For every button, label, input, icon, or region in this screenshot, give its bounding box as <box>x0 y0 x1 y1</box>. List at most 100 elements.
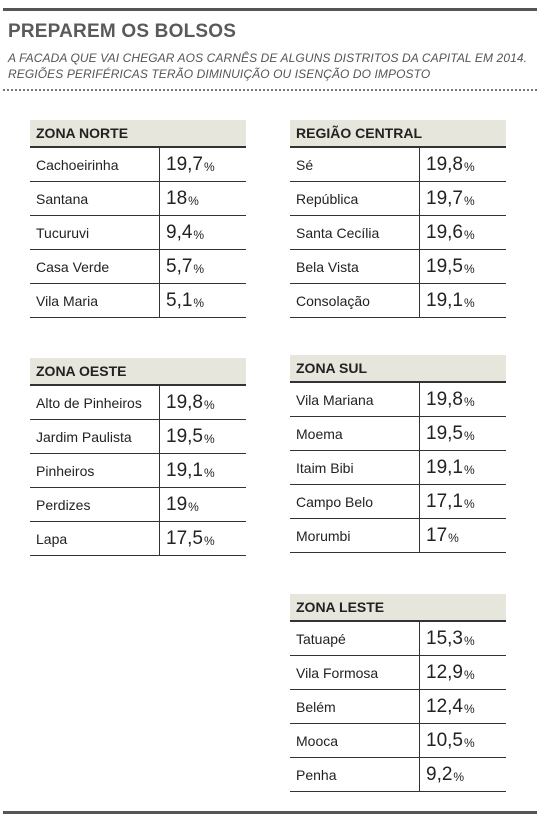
table-row: Moema 19,5% <box>290 417 506 451</box>
percent-sign: % <box>193 261 205 276</box>
percent-sign: % <box>463 295 475 310</box>
top-rule <box>3 8 537 11</box>
value-number: 19 <box>166 493 188 515</box>
percent-sign: % <box>463 633 475 648</box>
district-value: 19,1% <box>420 284 506 317</box>
percent-sign: % <box>188 499 199 514</box>
zone-table-sul: ZONA SUL Vila Mariana 19,8% Moema 19,5% It… <box>290 355 506 553</box>
district-name: Pinheiros <box>30 454 160 487</box>
district-value: 5,7% <box>160 250 246 283</box>
table-row: Alto de Pinheiros 19,8% <box>30 386 246 420</box>
table-row: Sé 19,8% <box>290 148 506 182</box>
value-number: 19,8 <box>166 391 203 413</box>
percent-sign: % <box>463 227 475 242</box>
value-number: 19,7 <box>166 153 203 175</box>
district-name: Moema <box>290 417 420 450</box>
value-number: 19,6 <box>426 221 463 243</box>
district-value: 9,2% <box>420 758 506 791</box>
zone-header-oeste: ZONA OESTE <box>30 358 246 386</box>
subtitle-line-1: A FACADA QUE VAI CHEGAR AOS CARNÊS DE AL… <box>8 51 528 65</box>
zone-table-central: REGIÃO CENTRAL Sé 19,8% República 19,7% Sa… <box>290 120 506 318</box>
page-title: PREPAREM OS BOLSOS <box>8 21 237 42</box>
percent-sign: % <box>463 193 475 208</box>
district-name: Santana <box>30 182 160 215</box>
percent-sign: % <box>203 431 215 446</box>
percent-sign: % <box>203 533 215 548</box>
zone-table-norte: ZONA NORTE Cachoeirinha 19,7% Santana 18% … <box>30 120 246 318</box>
district-value: 19,8% <box>420 148 506 181</box>
value-number: 15,3 <box>426 627 463 649</box>
district-value: 19,6% <box>420 216 506 249</box>
table-row: Consolação 19,1% <box>290 284 506 318</box>
district-name: Penha <box>290 758 420 791</box>
zone-table-oeste: ZONA OESTE Alto de Pinheiros 19,8% Jardim… <box>30 358 246 556</box>
zone-header-norte: ZONA NORTE <box>30 120 246 148</box>
percent-sign: % <box>448 530 459 545</box>
district-name: Santa Cecília <box>290 216 420 249</box>
value-number: 17,5 <box>166 527 203 549</box>
district-value: 18% <box>160 182 246 215</box>
district-value: 19,5% <box>160 420 246 453</box>
district-name: Bela Vista <box>290 250 420 283</box>
percent-sign: % <box>463 159 475 174</box>
value-number: 12,9 <box>426 661 463 683</box>
percent-sign: % <box>463 701 475 716</box>
value-number: 17 <box>426 524 448 546</box>
page-subtitle: A FACADA QUE VAI CHEGAR AOS CARNÊS DE AL… <box>8 50 536 82</box>
table-row: Mooca 10,5% <box>290 724 506 758</box>
value-number: 9,2 <box>426 763 453 785</box>
district-value: 15,3% <box>420 622 506 655</box>
percent-sign: % <box>463 462 475 477</box>
district-value: 17,5% <box>160 522 246 555</box>
table-row: Campo Belo 17,1% <box>290 485 506 519</box>
value-number: 5,1 <box>166 289 193 311</box>
percent-sign: % <box>203 397 215 412</box>
percent-sign: % <box>453 769 465 784</box>
table-row: Vila Formosa 12,9% <box>290 656 506 690</box>
district-name: Campo Belo <box>290 485 420 518</box>
dotted-divider <box>3 89 537 91</box>
value-number: 19,8 <box>426 153 463 175</box>
percent-sign: % <box>203 159 215 174</box>
percent-sign: % <box>463 394 475 409</box>
district-value: 19,8% <box>420 383 506 416</box>
district-name: Cachoeirinha <box>30 148 160 181</box>
district-value: 10,5% <box>420 724 506 757</box>
value-number: 19,1 <box>166 459 203 481</box>
value-number: 19,7 <box>426 187 463 209</box>
table-row: Vila Maria 5,1% <box>30 284 246 318</box>
district-value: 19,5% <box>420 250 506 283</box>
table-row: Tatuapé 15,3% <box>290 622 506 656</box>
district-value: 12,4% <box>420 690 506 723</box>
table-row: Morumbi 17% <box>290 519 506 553</box>
table-row: Santana 18% <box>30 182 246 216</box>
table-row: Itaim Bibi 19,1% <box>290 451 506 485</box>
percent-sign: % <box>463 261 475 276</box>
value-number: 19,8 <box>426 388 463 410</box>
value-number: 19,5 <box>166 425 203 447</box>
zone-header-sul: ZONA SUL <box>290 355 506 383</box>
district-value: 17,1% <box>420 485 506 518</box>
percent-sign: % <box>188 193 199 208</box>
district-name: Itaim Bibi <box>290 451 420 484</box>
district-name: Mooca <box>290 724 420 757</box>
value-number: 5,7 <box>166 255 193 277</box>
table-row: Lapa 17,5% <box>30 522 246 556</box>
district-name: Alto de Pinheiros <box>30 386 160 419</box>
district-name: Perdizes <box>30 488 160 521</box>
value-number: 9,4 <box>166 221 193 243</box>
district-name: Jardim Paulista <box>30 420 160 453</box>
district-value: 19% <box>160 488 246 521</box>
district-value: 19,1% <box>420 451 506 484</box>
table-row: República 19,7% <box>290 182 506 216</box>
district-value: 19,8% <box>160 386 246 419</box>
value-number: 19,5 <box>426 255 463 277</box>
value-number: 19,1 <box>426 456 463 478</box>
table-row: Belém 12,4% <box>290 690 506 724</box>
percent-sign: % <box>193 295 205 310</box>
table-row: Cachoeirinha 19,7% <box>30 148 246 182</box>
district-name: Consolação <box>290 284 420 317</box>
table-row: Tucuruvi 9,4% <box>30 216 246 250</box>
district-name: Vila Formosa <box>290 656 420 689</box>
district-name: Tucuruvi <box>30 216 160 249</box>
